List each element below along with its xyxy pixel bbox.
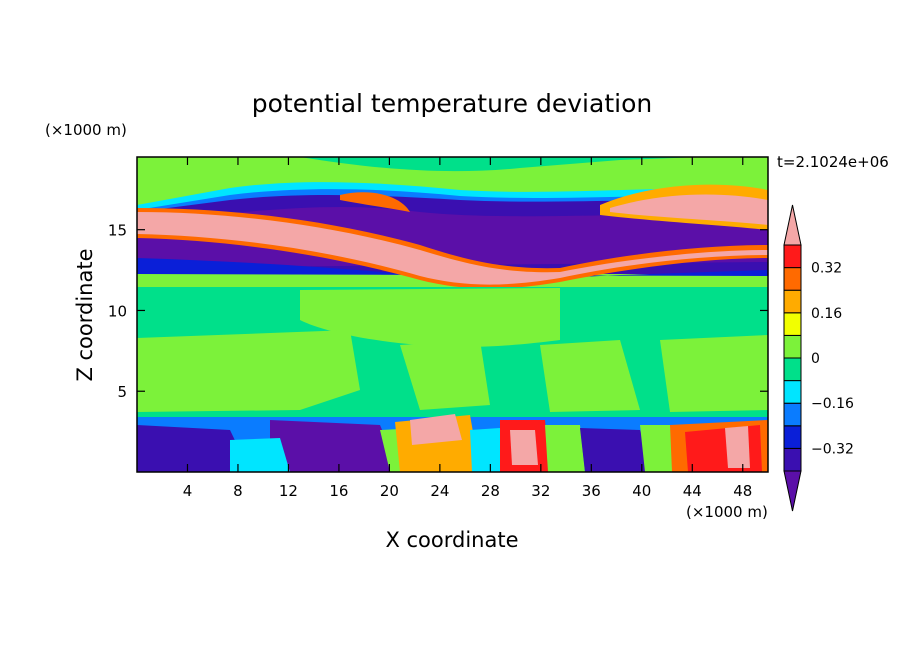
boundary-pink-3 [725, 426, 750, 468]
boundary-pink-2 [510, 430, 538, 465]
chart-title: potential temperature deviation [252, 89, 652, 118]
x-tick-label: 20 [380, 482, 399, 500]
colorbar-tick-label: −0.16 [811, 396, 854, 412]
colorbar-tick-label: 0.32 [811, 261, 842, 277]
x-tick-label: 48 [733, 482, 752, 500]
contour-field [137, 157, 768, 472]
boundary-green-3 [640, 425, 680, 472]
colorbar: 0.32 0.16 0 −0.16 −0.32 [783, 204, 854, 512]
colorbar-segment [783, 402, 802, 427]
y-tick-label: 15 [108, 222, 127, 240]
x-axis-label: X coordinate [385, 528, 518, 552]
upper-warm-patch-mid [340, 192, 410, 212]
colorbar-segment [783, 334, 802, 359]
mid-green-patch-5 [660, 335, 768, 412]
mid-green-patch-1 [300, 288, 560, 348]
y-unit-label: (×1000 m) [45, 121, 127, 139]
boundary-green-2 [545, 425, 585, 472]
x-ticks: 4 8 12 16 20 24 28 32 36 40 44 48 [183, 157, 752, 500]
x-tick-label: 24 [430, 482, 449, 500]
colorbar-tick-label: 0 [811, 351, 820, 367]
x-tick-label: 32 [531, 482, 550, 500]
warm-ribbon [137, 212, 768, 285]
colorbar-segment [783, 380, 802, 404]
x-tick-label: 40 [632, 482, 651, 500]
colorbar-segment [783, 267, 802, 291]
plot-frame [136, 156, 769, 473]
colorbar-tick-label: −0.32 [811, 441, 854, 457]
colorbar-segment [783, 357, 802, 382]
colorbar-lower-extension [783, 470, 802, 512]
mid-green-patch-4 [540, 340, 640, 412]
boundary-red-2 [685, 425, 762, 472]
y-tick-label: 5 [117, 383, 127, 401]
x-tick-label: 4 [183, 482, 193, 500]
colorbar-segment [783, 425, 802, 449]
time-label: t=2.1024e+06 [777, 153, 889, 171]
boundary-cyan-2 [470, 428, 505, 472]
y-ticks: 5 10 15 [108, 222, 768, 401]
colorbar-segment [783, 244, 802, 269]
boundary-purple-1 [270, 420, 400, 472]
x-unit-label: (×1000 m) [686, 503, 768, 521]
x-tick-label: 16 [329, 482, 348, 500]
upper-green-patch [300, 157, 700, 172]
colorbar-segment [783, 312, 802, 336]
y-axis-label: Z coordinate [73, 248, 97, 381]
upper-pink-patch-right [610, 194, 768, 225]
x-tick-label: 44 [683, 482, 702, 500]
boundary-pink-1 [410, 414, 462, 445]
boundary-navy-2 [580, 428, 655, 472]
colorbar-segment [783, 289, 802, 314]
mid-green-patch-2 [137, 330, 360, 412]
colorbar-tick-label: 0.16 [811, 306, 842, 322]
x-tick-label: 28 [481, 482, 500, 500]
colorbar-segment [783, 447, 802, 472]
mid-green-patch-3 [400, 340, 490, 410]
boundary-navy-1 [137, 425, 250, 472]
x-tick-label: 36 [582, 482, 601, 500]
x-tick-label: 8 [233, 482, 243, 500]
colorbar-upper-extension [783, 204, 802, 246]
y-tick-label: 10 [108, 302, 127, 320]
x-tick-label: 12 [279, 482, 298, 500]
boundary-cyan-1 [230, 438, 290, 472]
